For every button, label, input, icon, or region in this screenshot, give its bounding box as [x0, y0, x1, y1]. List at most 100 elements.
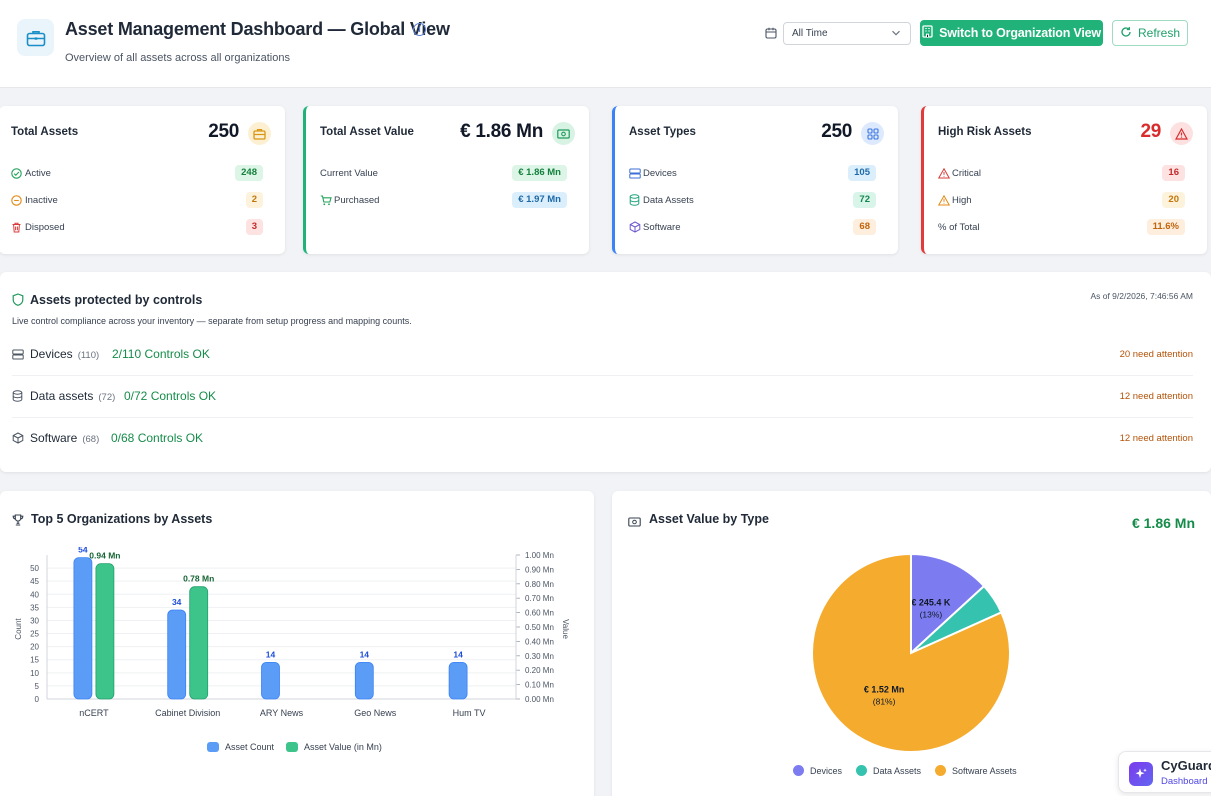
y-tick-label: 15	[30, 656, 39, 665]
bar-data-label: 14	[453, 649, 463, 659]
controls-title: Assets protected by controls	[30, 293, 203, 307]
card-value: 29	[1140, 121, 1161, 142]
bar-asset-count	[167, 609, 187, 700]
legend-swatch	[935, 765, 947, 776]
legend-label[interactable]: Asset Value (in Mn)	[304, 742, 382, 752]
control-row-count: (68)	[82, 434, 100, 445]
total-assets-card: Total Assets 250 Active 248 Inactive 2 D…	[0, 106, 285, 254]
time-filter-select[interactable]: All Time	[783, 22, 911, 45]
stat-label: Data Assets	[643, 194, 694, 206]
bar-data-label: 0.94 Mn	[89, 551, 120, 561]
banknote-icon	[628, 514, 641, 532]
database-icon	[12, 389, 23, 407]
stat-label: Devices	[643, 167, 677, 179]
stat-row-data-assets: Data Assets 72	[629, 191, 876, 209]
y-axis-right-title: Value	[561, 619, 570, 639]
stat-row-active: Active 248	[11, 164, 263, 182]
y-right-tick-label: 0.10 Mn	[525, 681, 554, 690]
building-icon	[922, 25, 933, 41]
bar-legend: Asset Count Asset Value (in Mn)	[207, 742, 382, 752]
control-row-count: (72)	[98, 392, 116, 403]
trophy-icon	[12, 513, 24, 531]
need-attention-text: 12 need attention	[1119, 391, 1193, 402]
y-tick-label: 30	[30, 616, 39, 625]
refresh-button[interactable]: Refresh	[1112, 20, 1188, 46]
grid-icon	[861, 122, 884, 145]
info-icon[interactable]: i	[413, 23, 426, 36]
bar-asset-value	[189, 586, 209, 700]
legend-label[interactable]: Data Assets	[873, 765, 922, 776]
card-title: Asset Types	[629, 126, 696, 138]
y-right-tick-label: 0.90 Mn	[525, 565, 554, 574]
stat-label: High	[952, 194, 972, 206]
chevron-down-icon	[891, 28, 901, 41]
warning-icon	[1170, 122, 1193, 145]
stat-label: Inactive	[25, 194, 58, 206]
card-title: Total Asset Value	[320, 126, 414, 138]
stat-label: % of Total	[938, 221, 980, 233]
pie-chart: € 245.4 K (13%) € 1.52 Mn (81%)	[811, 552, 1011, 753]
trash-icon	[11, 222, 25, 233]
controls-description: Live control compliance across your inve…	[12, 316, 412, 326]
legend-label[interactable]: Software Assets	[952, 765, 1017, 776]
switch-org-view-button[interactable]: Switch to Organization View	[920, 20, 1103, 46]
y-tick-label: 50	[30, 564, 39, 573]
pie-data-label: € 245.4 K	[911, 598, 951, 608]
control-row-software[interactable]: Software (68) 0/68 Controls OK 12 need at…	[12, 418, 1193, 460]
database-icon	[629, 194, 643, 206]
stat-label: Active	[25, 167, 51, 179]
panel-title: Top 5 Organizations by Assets	[31, 512, 213, 526]
legend-label[interactable]: Devices	[810, 765, 843, 776]
minus-circle-icon	[11, 194, 25, 206]
control-row-devices[interactable]: Devices (110) 2/110 Controls OK 20 need a…	[12, 334, 1193, 376]
y-right-tick-label: 0.70 Mn	[525, 594, 554, 603]
asset-value-by-type-panel: Asset Value by Type € 1.86 Mn € 245.4 K (…	[612, 491, 1211, 796]
y-tick-label: 45	[30, 577, 39, 586]
cyguard-subtitle: Dashboard	[1161, 776, 1208, 787]
bar-data-label: 14	[266, 649, 276, 659]
bar-asset-count	[261, 661, 280, 700]
cyguard-assistant-widget[interactable]: CyGuard Dashboard	[1118, 751, 1211, 793]
stat-value: 105	[848, 165, 876, 181]
x-tick-label: Cabinet Division	[155, 708, 220, 718]
control-row-name: Data assets	[30, 389, 94, 403]
y-tick-label: 35	[30, 603, 39, 612]
server-icon	[629, 168, 643, 179]
warning-icon	[938, 194, 952, 206]
stat-row-inactive: Inactive 2	[11, 191, 263, 209]
stat-value: 248	[235, 165, 263, 181]
high-risk-assets-card: High Risk Assets 29 Critical 16 High 20 …	[921, 106, 1207, 254]
x-tick-label: Hum TV	[453, 708, 486, 718]
cyguard-name: CyGuard	[1161, 758, 1211, 773]
cube-icon	[12, 431, 24, 449]
control-row-count: (110)	[77, 350, 100, 361]
stat-value: 68	[853, 219, 876, 235]
control-row-data-assets[interactable]: Data assets (72) 0/72 Controls OK 12 need…	[12, 376, 1193, 418]
stat-value: 72	[853, 192, 876, 208]
legend-label[interactable]: Asset Count	[225, 742, 275, 752]
x-tick-label: ARY News	[260, 708, 304, 718]
card-title: Total Assets	[11, 126, 79, 138]
legend-swatch	[856, 765, 868, 776]
stat-row-percent-total: % of Total 11.6%	[938, 218, 1185, 236]
pie-data-label: € 1.52 Mn	[864, 685, 905, 695]
pie-percent-label: (81%)	[873, 697, 896, 707]
briefcase-icon	[248, 122, 271, 145]
bar-data-label: 0.78 Mn	[183, 574, 214, 584]
stat-value: € 1.97 Mn	[512, 192, 567, 208]
stat-row-software: Software 68	[629, 218, 876, 236]
pie-legend: Devices Data Assets Software Assets	[793, 765, 1017, 776]
card-value: 250	[821, 121, 852, 142]
y-axis-title: Count	[14, 618, 23, 640]
controls-ok-text: 0/68 Controls OK	[111, 431, 204, 445]
card-value: € 1.86 Mn	[460, 121, 543, 142]
stat-row-high: High 20	[938, 191, 1185, 209]
y-right-tick-label: 0.30 Mn	[525, 652, 554, 661]
legend-swatch	[207, 742, 219, 752]
sparkles-icon	[1129, 762, 1153, 786]
server-icon	[12, 347, 24, 365]
need-attention-text: 12 need attention	[1119, 433, 1193, 444]
stat-value: 3	[245, 219, 263, 235]
y-right-tick-label: 0.60 Mn	[525, 609, 554, 618]
legend-swatch	[793, 765, 804, 776]
